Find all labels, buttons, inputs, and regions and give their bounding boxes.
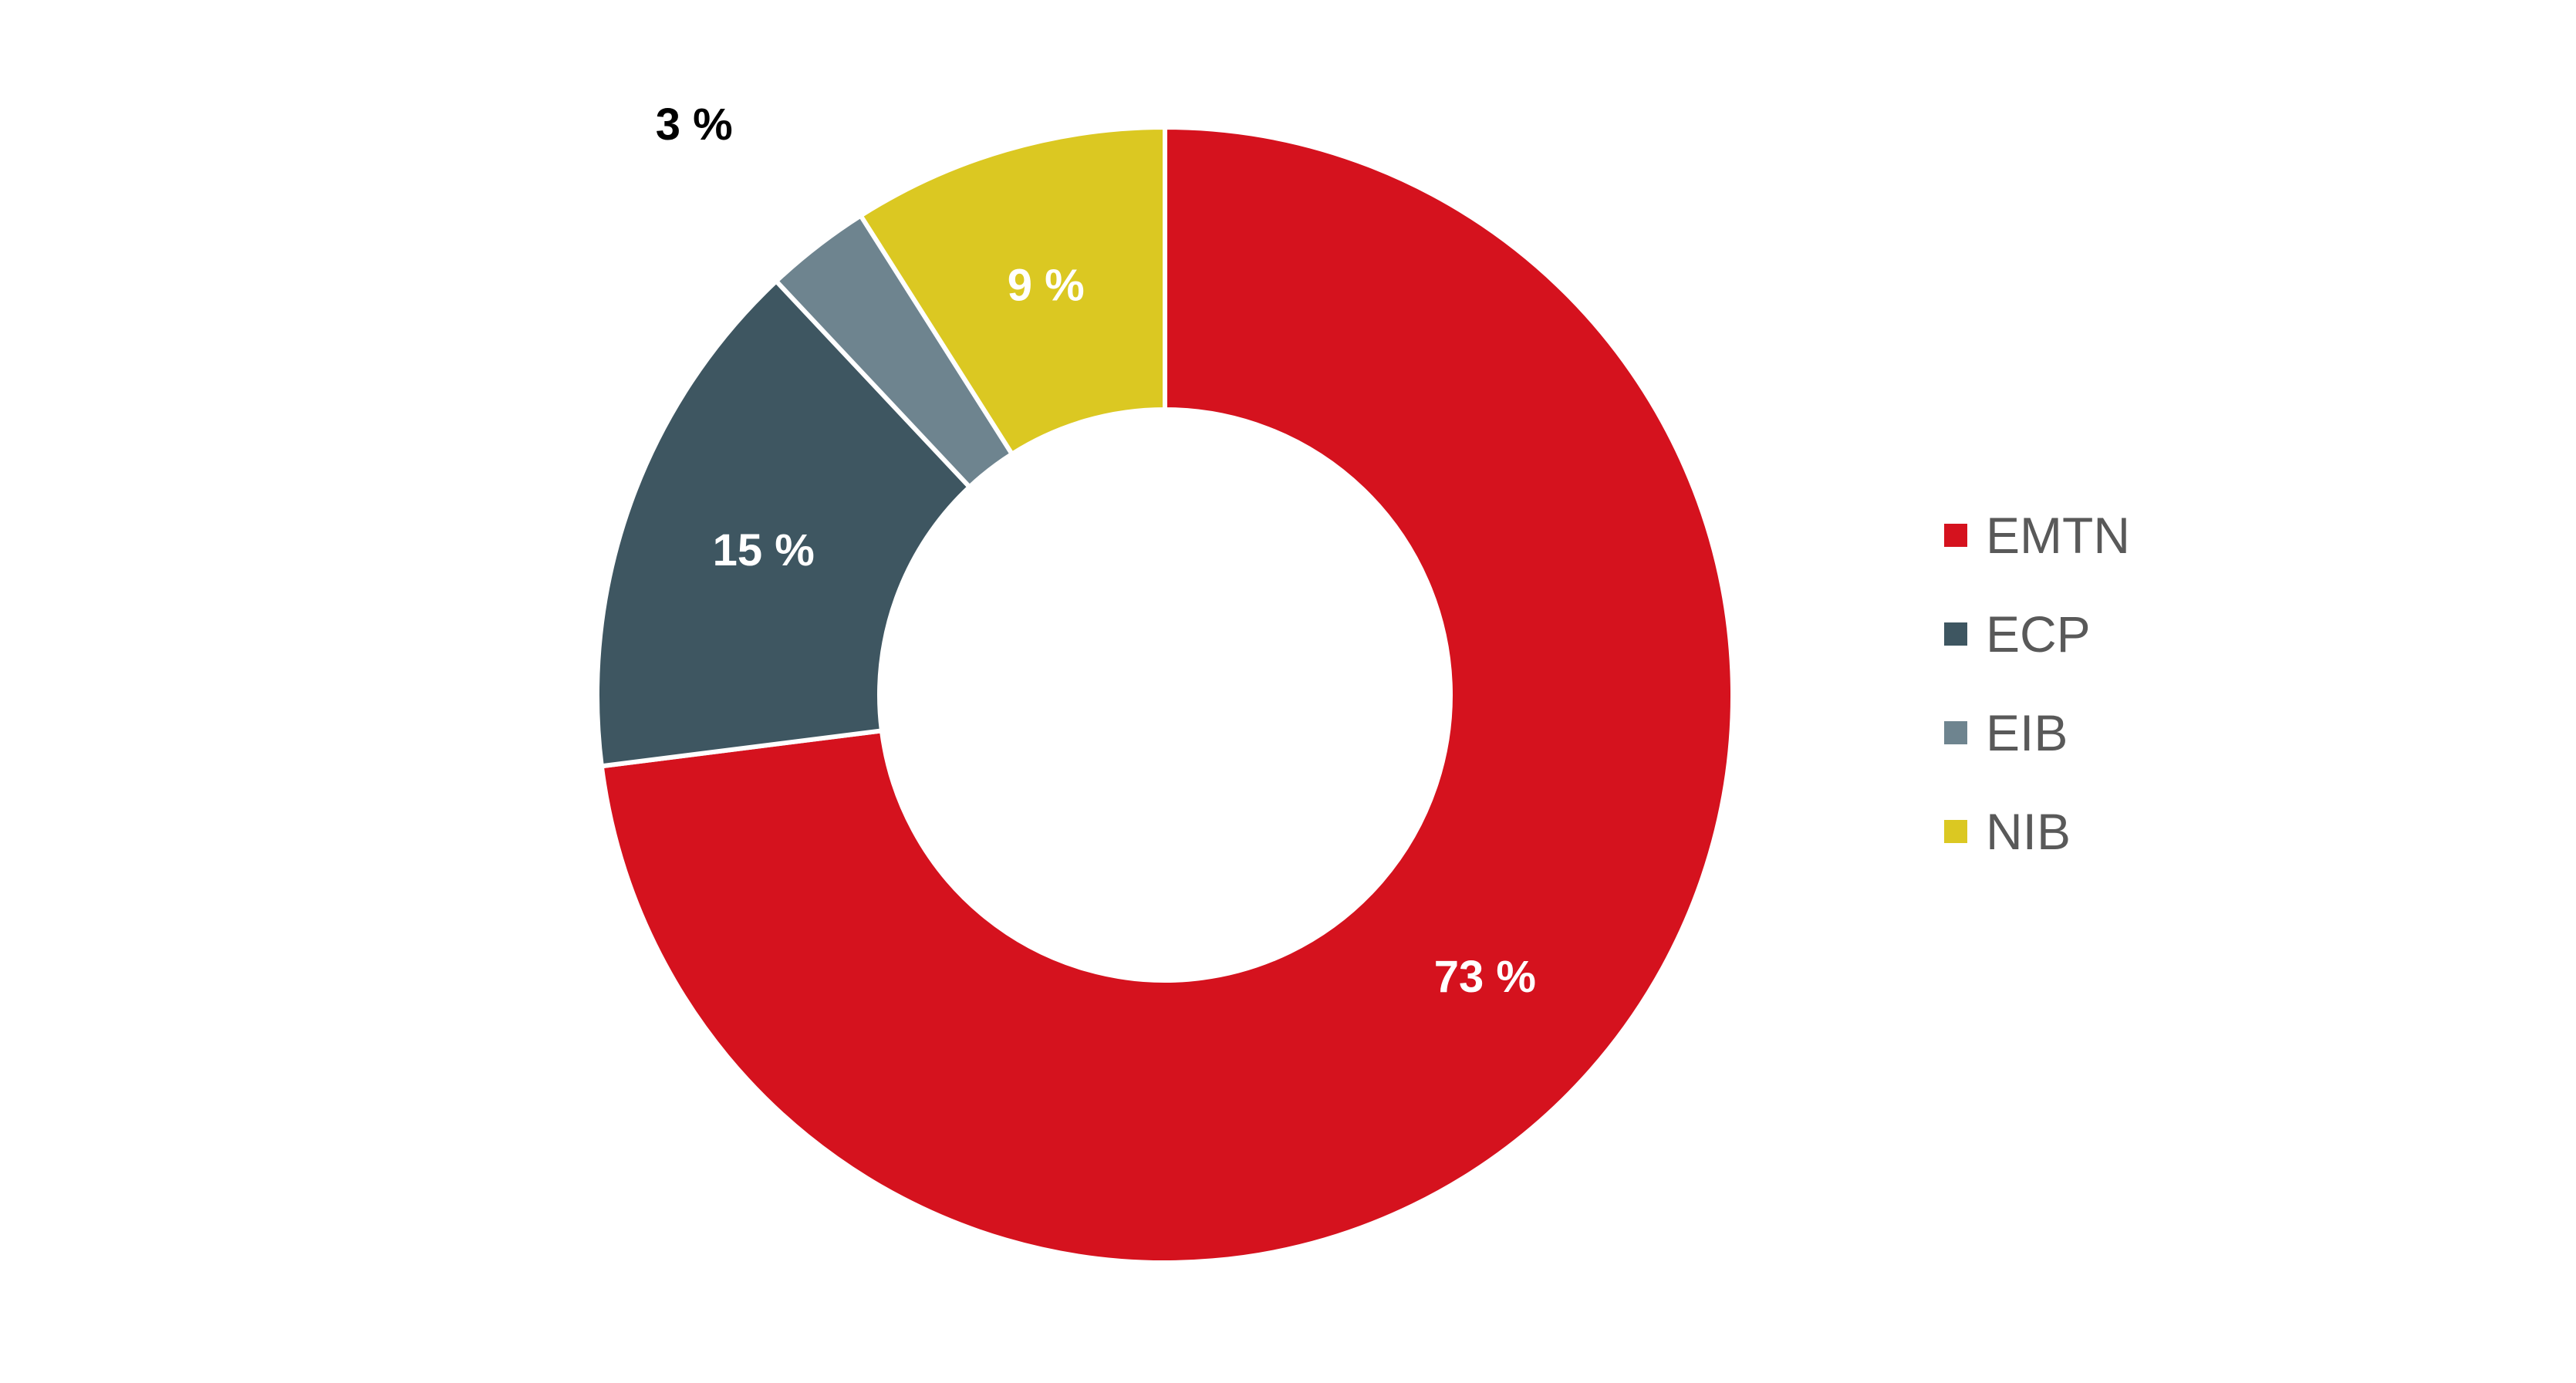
legend-swatch-eib	[1944, 721, 1967, 744]
data-label-emtn: 73 %	[1434, 952, 1536, 1002]
data-label-eib: 3 %	[656, 100, 733, 150]
slice-emtn	[599, 125, 1735, 1265]
data-label-ecp: 15 %	[713, 525, 815, 575]
slice-nib	[858, 125, 1167, 457]
legend-label-eib: EIB	[1986, 704, 2068, 761]
slice-ecp	[595, 278, 972, 769]
legend-swatch-ecp	[1944, 622, 1967, 646]
legend-label-ecp: ECP	[1986, 605, 2091, 663]
data-label-nib: 9 %	[1008, 260, 1085, 310]
legend-label-nib: NIB	[1986, 803, 2071, 860]
legend-label-emtn: EMTN	[1986, 507, 2130, 564]
donut-slices	[595, 125, 1735, 1265]
legend-swatch-emtn	[1944, 524, 1967, 547]
legend-swatch-nib	[1944, 820, 1967, 843]
legend: EMTN ECP EIB NIB	[1944, 507, 2130, 860]
data-labels: 73 % 15 % 3 % 9 %	[656, 100, 1536, 1002]
